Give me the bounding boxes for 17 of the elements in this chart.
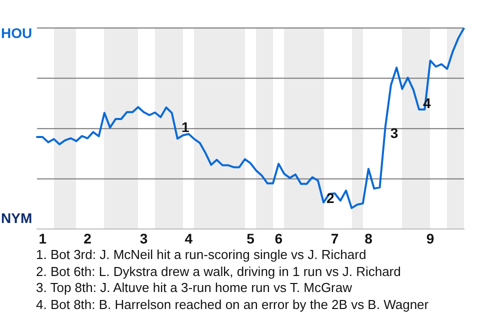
x-tick-label: 6	[274, 230, 283, 246]
text: 4. Bot 8th: B. Harrelson reached on an error by the 2B vs B. Wagner	[36, 296, 429, 313]
text: 2. Bot 6th: L. Dykstra drew a walk, driving in 1 run vs J. Richard	[36, 264, 402, 280]
x-tick-label: 5	[246, 230, 255, 246]
x-tick-label: 3	[140, 230, 148, 246]
x-tick-label: 2	[84, 230, 92, 246]
x-tick-label: 8	[364, 230, 373, 246]
annotation: 3	[390, 124, 398, 141]
x-tick-label: 9	[426, 230, 434, 246]
text: 3. Top 8th: J. Altuve hit a 3-run home run vs T. McGraw	[36, 280, 353, 296]
text: HOU	[1, 25, 34, 41]
text: 1. Bot 3rd: J. McNeil hit a run-scoring single vs J. Richard	[36, 247, 368, 264]
x-tick-label: 4	[184, 230, 193, 246]
text: NYM	[1, 210, 34, 226]
x-tick-label: 1	[38, 230, 47, 246]
x-tick-label: 7	[330, 230, 339, 246]
annotation: 2	[326, 190, 334, 206]
